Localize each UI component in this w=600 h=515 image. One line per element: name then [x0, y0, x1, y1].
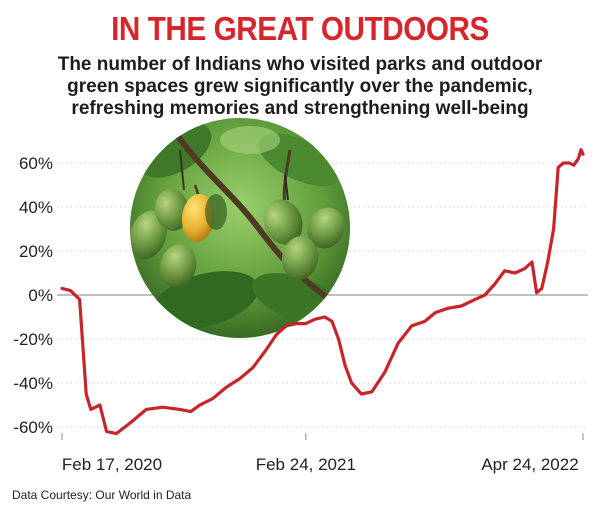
y-tick-label: 20% [19, 242, 53, 261]
x-tick-label: Feb 17, 2020 [62, 455, 162, 474]
y-tick-label: 40% [19, 198, 53, 217]
data-source-note: Data Courtesy: Our World in Data [12, 488, 192, 502]
x-axis: Feb 17, 2020 Feb 24, 2021 Apr 24, 2022 [61, 433, 584, 474]
subtitle-line-2: green spaces grew significantly over the… [67, 76, 533, 97]
mango-tree-illustration [130, 118, 350, 338]
y-tick-label: 60% [19, 154, 53, 173]
data-points [61, 149, 584, 434]
y-tick-label: 0% [28, 286, 53, 305]
subtitle-line-3: refreshing memories and strengthening we… [71, 98, 529, 119]
chart-title: IN THE GREAT OUTDOORS [111, 10, 489, 47]
subtitle-line-1: The number of Indians who visited parks … [57, 54, 543, 75]
y-tick-label: -60% [13, 418, 53, 437]
data-line-series [60, 148, 585, 436]
x-tick-label: Feb 24, 2021 [256, 455, 356, 474]
y-tick-label: -20% [13, 330, 53, 349]
chart-subtitle: The number of Indians who visited parks … [0, 54, 600, 120]
y-axis: -60% -40% -20% 0% 20% 40% 60% [13, 154, 53, 437]
y-tick-label: -40% [13, 374, 53, 393]
x-tick-label: Apr 24, 2022 [481, 455, 578, 474]
